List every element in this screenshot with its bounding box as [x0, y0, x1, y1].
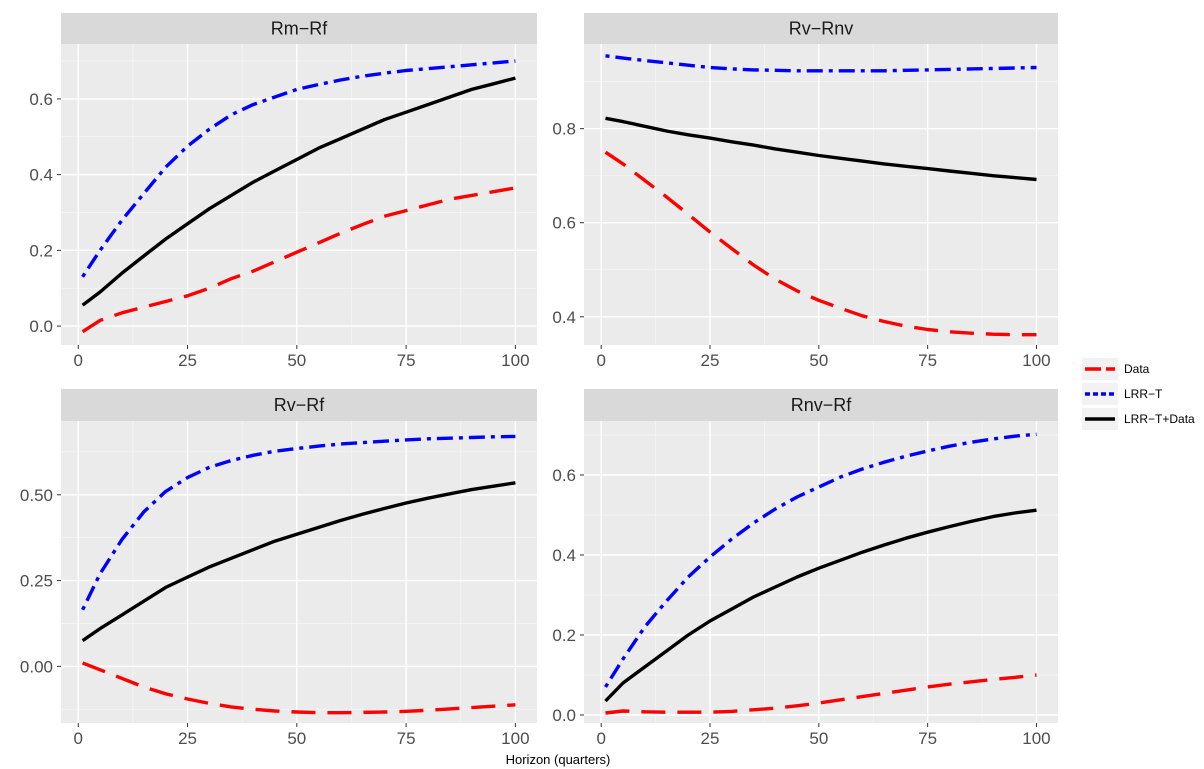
series-line-lrrt	[604, 432, 1037, 688]
y-tick-label: 0.50	[20, 486, 53, 505]
y-tick-label: 0.6	[552, 214, 576, 233]
y-tick-label: 0.2	[29, 241, 53, 260]
panel-strip	[61, 13, 537, 44]
x-tick-label: 50	[809, 729, 828, 748]
y-tick-label: 0.2	[552, 626, 576, 645]
legend-item: LRR−T	[1082, 383, 1163, 405]
x-tick-label: 0	[596, 729, 605, 748]
panel-strip	[61, 389, 537, 421]
x-tick-label: 75	[397, 351, 416, 370]
x-tick-label: 50	[287, 351, 306, 370]
y-tick-label: 0.6	[29, 90, 53, 109]
x-tick-label: 0	[74, 729, 83, 748]
y-tick-label: 0.25	[20, 572, 53, 591]
legend-label: Data	[1124, 362, 1150, 376]
series-line-data	[604, 150, 1037, 337]
panel-strip	[584, 13, 1058, 44]
x-tick-label: 50	[287, 729, 306, 748]
plot-background	[61, 421, 537, 723]
y-tick-label: 0.4	[29, 166, 53, 185]
y-tick-label: 0.0	[29, 317, 53, 336]
x-tick-label: 100	[1022, 729, 1050, 748]
panel-2: Rv−Rnv 0 25 50 75 100 0.4 0.6 0.8	[552, 13, 1058, 370]
panel-3: Rv−Rf 0 25 50 75 100 0.00 0.25 0.50	[20, 389, 537, 748]
series-line-lrrt	[81, 434, 516, 611]
chart-panels: Rm−Rf 0 25 50 75 100 0.0 0.2 0.4 0.6 Rv−Rnv 0 25 50 75…	[20, 13, 1058, 748]
x-tick-label: 75	[918, 729, 937, 748]
panel-1: Rm−Rf 0 25 50 75 100 0.0 0.2 0.4 0.6	[29, 13, 537, 370]
series-line-lrrt+data	[605, 116, 1037, 182]
gridlines	[584, 421, 1058, 723]
legend-item: Data	[1082, 358, 1150, 380]
series-line-data	[81, 661, 516, 715]
series-line-lrrt	[605, 54, 1037, 73]
legend-label: LRR−T	[1124, 387, 1163, 401]
panel-title: Rv−Rnv	[789, 19, 854, 39]
panel-title: Rm−Rf	[271, 19, 329, 39]
y-tick-label: 0.00	[20, 657, 53, 676]
x-tick-label: 25	[178, 729, 197, 748]
x-tick-label: 0	[596, 351, 605, 370]
series-line-lrrt	[81, 59, 516, 278]
x-axis-title: Horizon (quarters)	[506, 752, 611, 767]
x-tick-label: 0	[74, 351, 83, 370]
legend: Data LRR−T LRR−T+Data	[1082, 358, 1195, 430]
panel-strip	[584, 389, 1058, 421]
x-tick-label: 25	[701, 729, 720, 748]
x-tick-label: 100	[501, 351, 529, 370]
legend-label: LRR−T+Data	[1124, 412, 1195, 426]
series-lines	[604, 432, 1037, 715]
gridlines	[61, 421, 537, 723]
plot-background	[584, 421, 1058, 723]
panel-title: Rnv−Rf	[791, 395, 853, 415]
y-tick-label: 0.8	[552, 120, 576, 139]
y-tick-label: 0.6	[552, 466, 576, 485]
x-tick-label: 25	[701, 351, 720, 370]
series-lines	[81, 59, 516, 334]
series-line-lrrt+data	[81, 76, 516, 307]
y-tick-label: 0.4	[552, 308, 576, 327]
x-tick-label: 100	[501, 729, 529, 748]
panel-title: Rv−Rf	[274, 395, 326, 415]
series-line-lrrt+data	[81, 481, 516, 643]
legend-item: LRR−T+Data	[1082, 408, 1195, 430]
series-lines	[604, 54, 1037, 337]
y-tick-label: 0.0	[552, 706, 576, 725]
series-line-data	[81, 186, 516, 334]
x-tick-label: 25	[178, 351, 197, 370]
panel-4: Rnv−Rf 0 25 50 75 100 0.0 0.2 0.4 0.6	[552, 389, 1058, 748]
x-tick-label: 75	[918, 351, 937, 370]
x-tick-label: 75	[397, 729, 416, 748]
y-tick-label: 0.4	[552, 546, 576, 565]
plot-background	[61, 44, 537, 345]
x-tick-label: 50	[809, 351, 828, 370]
x-tick-label: 100	[1022, 351, 1050, 370]
legend-key	[1082, 383, 1118, 405]
series-lines	[81, 434, 516, 715]
series-line-lrrt+data	[604, 508, 1037, 703]
plot-background	[584, 44, 1058, 345]
series-line-data	[605, 673, 1037, 715]
